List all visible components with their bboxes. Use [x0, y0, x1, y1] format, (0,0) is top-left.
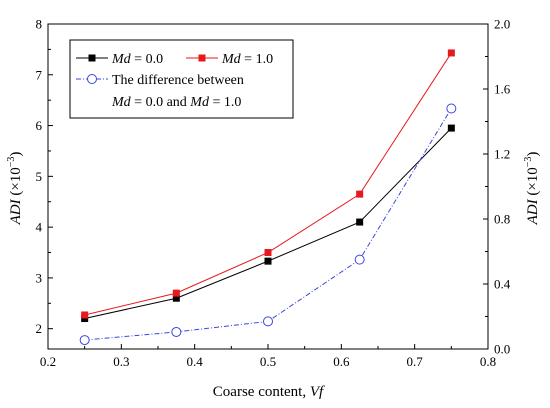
y-right-title-close: ) — [525, 152, 541, 157]
y-left-tick-label: 5 — [36, 169, 43, 184]
y-left-tick-label: 7 — [36, 67, 43, 82]
y-right-tick-label: 2.0 — [494, 17, 510, 32]
x-tick-label: 0.8 — [480, 354, 496, 369]
data-point — [264, 249, 272, 257]
y-right-title-text: (×10 — [525, 167, 541, 199]
data-point — [447, 49, 455, 57]
y-right-tick-label: 0.8 — [494, 212, 510, 227]
legend-item-md-1: Md = 1.0 — [186, 52, 273, 67]
legend-line2-part: Md — [111, 95, 132, 110]
x-tick-label: 0.6 — [333, 354, 350, 369]
y-right-title-exp: −3 — [523, 157, 534, 168]
data-point — [81, 315, 89, 323]
x-axis-ticks: 0.2 0.3 0.4 0.5 0.6 0.7 0.8 — [40, 344, 496, 369]
x-tick-label: 0.4 — [187, 354, 204, 369]
y-left-title-exp: −3 — [6, 157, 17, 168]
y-right-tick-label: 1.2 — [494, 147, 510, 162]
y-left-tick-label: 6 — [36, 118, 43, 133]
series-layer — [79, 49, 457, 346]
legend-label-difference-line2: Md = 0.0 and Md = 1.0 — [111, 95, 241, 110]
legend-marker-difference — [87, 74, 97, 84]
data-point — [354, 254, 365, 265]
y-left-axis-ticks: 2 3 4 5 6 7 8 — [36, 17, 53, 336]
legend: Md = 0.0 Md = 1.0 The difference between… — [69, 39, 294, 119]
data-point — [356, 190, 364, 198]
data-point — [79, 335, 90, 346]
y-left-axis-title: ADI (×10−3) — [6, 152, 24, 226]
x-axis-title-italic: Vf — [310, 384, 325, 400]
y-right-tick-label: 0.0 — [494, 342, 510, 357]
y-right-tick-label: 1.6 — [494, 82, 511, 97]
y-left-title-italic: ADI — [8, 198, 24, 225]
legend-line2-part: = 1.0 — [209, 95, 241, 110]
x-tick-label: 0.2 — [40, 354, 56, 369]
legend-item-difference: The difference between Md = 0.0 and Md =… — [76, 73, 244, 110]
y-right-tick-label: 0.4 — [494, 277, 511, 292]
y-right-title-italic: ADI — [525, 198, 541, 225]
series-0 — [81, 124, 455, 323]
data-point — [264, 257, 272, 265]
data-point — [81, 311, 89, 319]
x-tick-label: 0.5 — [260, 354, 276, 369]
legend-line2-part: = 0.0 and — [131, 95, 191, 110]
data-point — [446, 103, 457, 114]
x-tick-label: 0.7 — [407, 354, 424, 369]
y-left-tick-label: 3 — [36, 270, 43, 285]
y-left-title-close: ) — [8, 152, 24, 157]
data-point — [447, 124, 455, 132]
series-line-2 — [84, 108, 452, 341]
y-left-tick-label: 8 — [36, 17, 43, 32]
x-axis-title-text: Coarse content, — [213, 384, 310, 400]
data-point — [172, 289, 180, 297]
legend-label-md-1: Md = 1.0 — [221, 52, 273, 67]
data-point — [172, 294, 180, 302]
legend-label-md-0: Md = 0.0 — [111, 52, 163, 67]
y-right-axis-title: ADI (×10−3) — [523, 152, 541, 226]
y-right-axis-ticks: 0.0 0.4 0.8 1.2 1.6 2.0 — [483, 17, 511, 357]
data-point — [356, 218, 364, 226]
y-left-tick-label: 4 — [36, 220, 43, 235]
x-axis-title: Coarse content, Vf — [213, 384, 325, 400]
legend-marker-md-1 — [198, 54, 206, 62]
legend-item-md-0: Md = 0.0 — [76, 52, 163, 67]
legend-marker-md-0 — [88, 54, 96, 62]
y-left-title-text: (×10 — [8, 167, 24, 199]
series-1 — [81, 49, 455, 319]
data-point — [171, 326, 182, 337]
series-line-0 — [84, 127, 452, 320]
legend-line2-part: Md — [189, 95, 210, 110]
data-point — [263, 316, 273, 327]
x-tick-label: 0.3 — [113, 354, 129, 369]
legend-label-difference-line1: The difference between — [112, 73, 244, 88]
y-left-tick-label: 2 — [36, 321, 43, 336]
series-2 — [79, 103, 457, 346]
